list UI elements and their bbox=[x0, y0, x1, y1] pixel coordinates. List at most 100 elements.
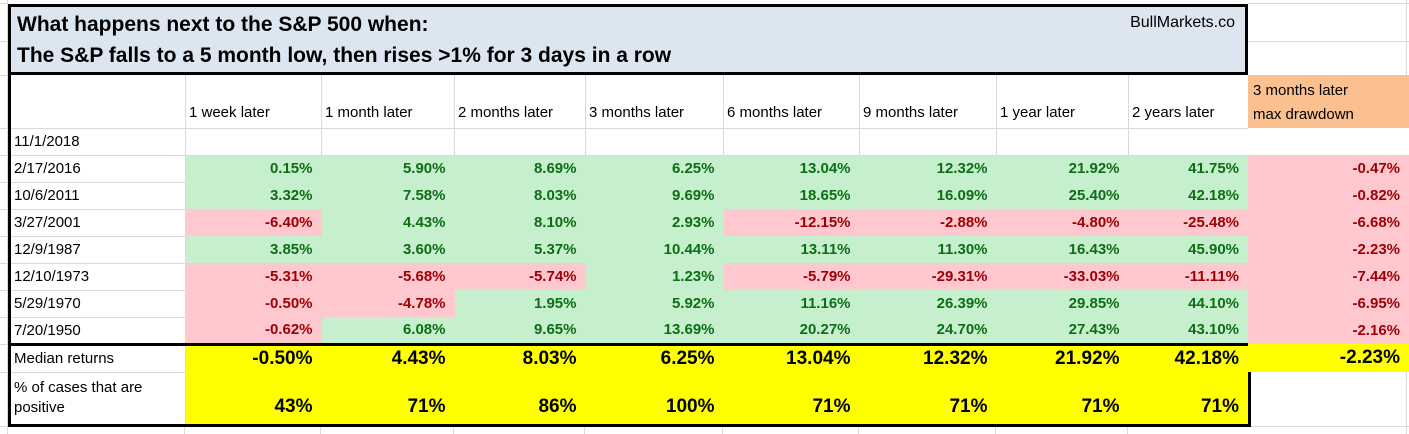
value-cell[interactable]: -0.62% bbox=[185, 317, 322, 344]
column-header[interactable]: 2 months later bbox=[454, 75, 586, 129]
value-cell[interactable]: -4.80% bbox=[996, 209, 1129, 236]
median-value-cell[interactable]: 8.03% bbox=[454, 342, 586, 372]
value-cell[interactable]: 13.69% bbox=[585, 317, 724, 344]
drawdown-cell[interactable]: -2.16% bbox=[1248, 317, 1409, 344]
percent-value-cell[interactable]: 71% bbox=[1128, 372, 1250, 425]
value-cell[interactable]: 16.43% bbox=[996, 236, 1129, 263]
value-cell[interactable]: 12.32% bbox=[859, 155, 997, 182]
drawdown-cell[interactable]: -6.68% bbox=[1248, 209, 1409, 236]
value-cell[interactable]: 11.16% bbox=[723, 290, 860, 317]
column-header[interactable]: 3 months later bbox=[585, 75, 724, 129]
value-cell[interactable] bbox=[321, 128, 455, 156]
value-cell[interactable]: -2.88% bbox=[859, 209, 997, 236]
value-cell[interactable]: 4.43% bbox=[321, 209, 455, 236]
value-cell[interactable]: -5.68% bbox=[321, 263, 455, 290]
value-cell[interactable]: 26.39% bbox=[859, 290, 997, 317]
value-cell[interactable]: 13.04% bbox=[723, 155, 860, 182]
value-cell[interactable]: 11.30% bbox=[859, 236, 997, 263]
value-cell[interactable]: 29.85% bbox=[996, 290, 1129, 317]
percent-value-cell[interactable]: 71% bbox=[723, 372, 860, 425]
value-cell[interactable]: 9.69% bbox=[585, 182, 724, 209]
value-cell[interactable]: 5.92% bbox=[585, 290, 724, 317]
median-value-cell[interactable]: 13.04% bbox=[723, 342, 860, 372]
column-header[interactable]: 1 week later bbox=[185, 75, 322, 129]
date-cell[interactable]: 11/1/2018 bbox=[9, 128, 186, 156]
median-value-cell[interactable]: -0.50% bbox=[185, 342, 322, 372]
percent-value-cell[interactable]: 71% bbox=[859, 372, 997, 425]
value-cell[interactable]: 10.44% bbox=[585, 236, 724, 263]
value-cell[interactable]: -5.74% bbox=[454, 263, 586, 290]
value-cell[interactable]: 1.95% bbox=[454, 290, 586, 317]
value-cell[interactable]: 18.65% bbox=[723, 182, 860, 209]
value-cell[interactable]: -11.11% bbox=[1128, 263, 1250, 290]
value-cell[interactable]: 8.10% bbox=[454, 209, 586, 236]
value-cell[interactable]: -25.48% bbox=[1128, 209, 1250, 236]
value-cell[interactable]: 21.92% bbox=[996, 155, 1129, 182]
value-cell[interactable]: -0.50% bbox=[185, 290, 322, 317]
drawdown-median-cell[interactable]: -2.23% bbox=[1248, 344, 1409, 372]
date-cell[interactable]: 10/6/2011 bbox=[9, 182, 186, 210]
drawdown-cell[interactable]: -6.95% bbox=[1248, 290, 1409, 317]
column-header[interactable]: 1 year later bbox=[996, 75, 1129, 129]
median-value-cell[interactable]: 12.32% bbox=[859, 342, 997, 372]
value-cell[interactable]: 9.65% bbox=[454, 317, 586, 344]
value-cell[interactable]: 3.60% bbox=[321, 236, 455, 263]
median-value-cell[interactable]: 4.43% bbox=[321, 342, 455, 372]
value-cell[interactable]: 43.10% bbox=[1128, 317, 1250, 344]
drawdown-cell[interactable]: -0.82% bbox=[1248, 182, 1409, 209]
value-cell[interactable]: 41.75% bbox=[1128, 155, 1250, 182]
value-cell[interactable]: 20.27% bbox=[723, 317, 860, 344]
date-cell[interactable]: 12/10/1973 bbox=[9, 263, 186, 291]
date-cell[interactable]: 3/27/2001 bbox=[9, 209, 186, 237]
value-cell[interactable] bbox=[723, 128, 860, 156]
drawdown-cell[interactable]: -2.23% bbox=[1248, 236, 1409, 263]
title-box[interactable]: What happens next to the S&P 500 when: T… bbox=[8, 4, 1248, 75]
value-cell[interactable]: -33.03% bbox=[996, 263, 1129, 290]
percent-value-cell[interactable]: 71% bbox=[321, 372, 455, 425]
column-header[interactable]: 6 months later bbox=[723, 75, 860, 129]
value-cell[interactable] bbox=[996, 128, 1129, 156]
column-header[interactable]: 9 months later bbox=[859, 75, 997, 129]
drawdown-empty-cell[interactable] bbox=[1248, 128, 1409, 155]
percent-value-cell[interactable]: 86% bbox=[454, 372, 586, 425]
median-label[interactable]: Median returns bbox=[9, 342, 186, 373]
value-cell[interactable]: 0.15% bbox=[185, 155, 322, 182]
value-cell[interactable]: 27.43% bbox=[996, 317, 1129, 344]
value-cell[interactable]: 25.40% bbox=[996, 182, 1129, 209]
value-cell[interactable]: 7.58% bbox=[321, 182, 455, 209]
value-cell[interactable] bbox=[454, 128, 586, 156]
value-cell[interactable]: -4.78% bbox=[321, 290, 455, 317]
value-cell[interactable]: 13.11% bbox=[723, 236, 860, 263]
value-cell[interactable]: -5.31% bbox=[185, 263, 322, 290]
column-header[interactable]: 2 years later bbox=[1128, 75, 1250, 129]
median-value-cell[interactable]: 21.92% bbox=[996, 342, 1129, 372]
percent-value-cell[interactable]: 71% bbox=[996, 372, 1129, 425]
value-cell[interactable]: -29.31% bbox=[859, 263, 997, 290]
drawdown-header[interactable]: 3 months later max drawdown bbox=[1248, 75, 1409, 128]
percent-value-cell[interactable]: 43% bbox=[185, 372, 322, 425]
value-cell[interactable] bbox=[185, 128, 322, 156]
drawdown-cell[interactable]: -7.44% bbox=[1248, 263, 1409, 290]
value-cell[interactable]: 24.70% bbox=[859, 317, 997, 344]
value-cell[interactable] bbox=[859, 128, 997, 156]
value-cell[interactable]: 45.90% bbox=[1128, 236, 1250, 263]
date-cell[interactable]: 5/29/1970 bbox=[9, 290, 186, 318]
column-header[interactable]: 1 month later bbox=[321, 75, 455, 129]
drawdown-cell[interactable]: -0.47% bbox=[1248, 155, 1409, 182]
corner-cell[interactable] bbox=[9, 75, 186, 129]
value-cell[interactable] bbox=[1128, 128, 1250, 156]
value-cell[interactable]: -6.40% bbox=[185, 209, 322, 236]
value-cell[interactable]: 16.09% bbox=[859, 182, 997, 209]
value-cell[interactable]: 6.25% bbox=[585, 155, 724, 182]
value-cell[interactable]: 44.10% bbox=[1128, 290, 1250, 317]
value-cell[interactable]: 3.85% bbox=[185, 236, 322, 263]
percent-positive-label[interactable]: % of cases that are positive bbox=[9, 372, 186, 425]
date-cell[interactable]: 7/20/1950 bbox=[9, 317, 186, 345]
value-cell[interactable] bbox=[585, 128, 724, 156]
median-value-cell[interactable]: 6.25% bbox=[585, 342, 724, 372]
date-cell[interactable]: 12/9/1987 bbox=[9, 236, 186, 264]
median-value-cell[interactable]: 42.18% bbox=[1128, 342, 1250, 372]
value-cell[interactable]: 42.18% bbox=[1128, 182, 1250, 209]
value-cell[interactable]: 2.93% bbox=[585, 209, 724, 236]
value-cell[interactable]: 6.08% bbox=[321, 317, 455, 344]
